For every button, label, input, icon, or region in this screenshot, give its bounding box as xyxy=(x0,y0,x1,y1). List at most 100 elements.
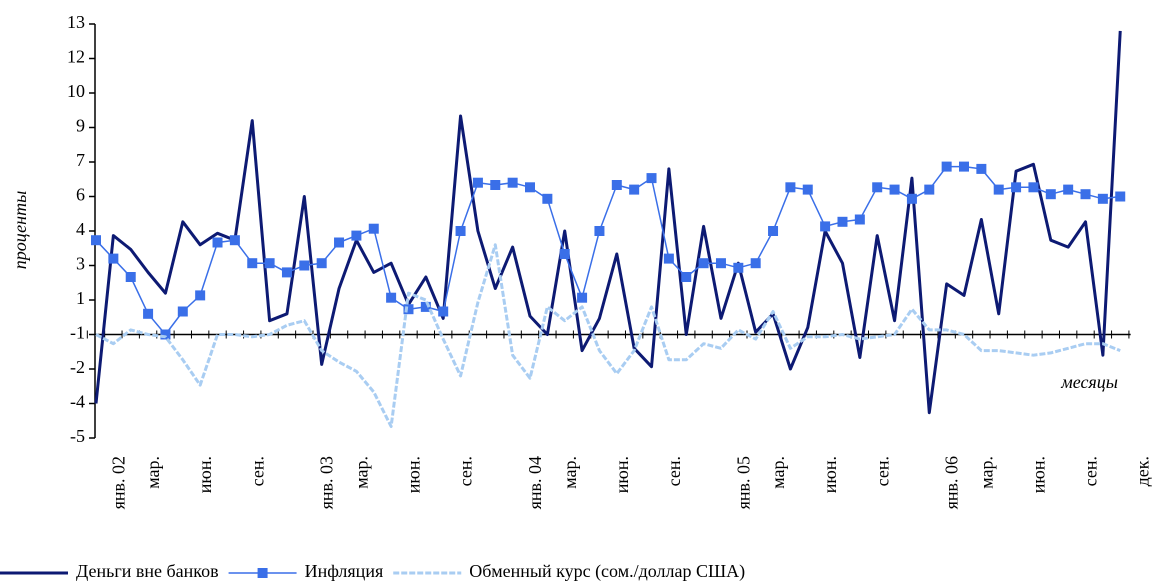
marker xyxy=(854,214,865,225)
marker xyxy=(1028,182,1039,193)
x-tick-label: июн. xyxy=(195,456,215,493)
marker xyxy=(1097,193,1108,204)
marker xyxy=(542,193,553,204)
marker xyxy=(629,184,640,195)
y-tick-label: 10 xyxy=(67,81,85,101)
y-tick-label: 1 xyxy=(76,288,85,308)
series-line xyxy=(95,165,1121,336)
x-tick-label: июн. xyxy=(820,456,840,493)
y-tick-label: 9 xyxy=(76,116,85,136)
marker xyxy=(316,258,327,269)
marker xyxy=(143,308,154,319)
marker xyxy=(889,184,900,195)
x-tick-label: сен. xyxy=(456,456,476,486)
marker xyxy=(472,177,483,188)
marker xyxy=(559,249,570,259)
x-tick-label: янв. 03 xyxy=(317,456,337,509)
marker xyxy=(386,292,397,303)
marker xyxy=(872,182,883,193)
marker xyxy=(229,235,240,246)
marker xyxy=(212,237,223,248)
marker xyxy=(351,230,362,241)
marker xyxy=(420,301,431,312)
series-line xyxy=(95,243,1121,428)
marker xyxy=(906,193,917,204)
marker xyxy=(941,161,952,172)
legend-label: Инфляция xyxy=(305,561,384,581)
marker xyxy=(403,304,414,315)
marker xyxy=(91,235,101,246)
marker xyxy=(525,182,535,193)
marker xyxy=(334,237,345,248)
marker xyxy=(281,267,292,278)
marker xyxy=(1063,184,1074,195)
series-line xyxy=(94,30,1122,415)
marker xyxy=(820,221,831,232)
marker xyxy=(1080,189,1091,200)
marker xyxy=(663,253,674,264)
x-axis-label: месяцы xyxy=(1060,372,1118,392)
marker xyxy=(1011,182,1022,193)
marker xyxy=(837,216,848,227)
x-tick-label: янв. 04 xyxy=(525,456,545,509)
y-tick-label: -1 xyxy=(70,323,85,343)
x-tick-label: июн. xyxy=(612,456,632,493)
marker xyxy=(959,161,969,172)
marker xyxy=(733,262,744,273)
x-tick-label: сен. xyxy=(1081,456,1101,486)
y-tick-label: 6 xyxy=(76,185,85,205)
marker xyxy=(1115,191,1126,202)
marker xyxy=(1045,189,1056,200)
marker xyxy=(611,180,622,190)
x-tick-label: янв. 06 xyxy=(942,456,962,509)
marker xyxy=(438,306,449,317)
legend-label: Деньги вне банков xyxy=(76,561,219,581)
x-tick-label: сен. xyxy=(872,456,892,486)
y-tick-label: -5 xyxy=(70,426,85,446)
x-tick-label: мар. xyxy=(768,456,788,489)
marker xyxy=(577,292,588,303)
x-tick-label: мар. xyxy=(976,456,996,489)
marker xyxy=(715,258,726,269)
legend-label: Обменный курс (сом./доллар США) xyxy=(469,561,745,582)
marker xyxy=(195,290,206,301)
y-axis-label: проценты xyxy=(10,191,30,270)
marker xyxy=(681,272,692,282)
x-tick-label: дек. xyxy=(1133,456,1153,486)
x-tick-label: мар. xyxy=(560,456,580,489)
marker xyxy=(698,258,709,269)
marker xyxy=(490,180,501,190)
y-tick-label: -4 xyxy=(70,392,85,412)
marker xyxy=(976,163,987,174)
x-tick-label: янв. 02 xyxy=(108,456,128,509)
marker xyxy=(750,258,761,269)
x-tick-label: июн. xyxy=(1029,456,1049,493)
x-tick-label: мар. xyxy=(351,456,371,489)
marker xyxy=(993,184,1004,195)
marker xyxy=(455,226,466,236)
legend-marker xyxy=(257,568,268,578)
marker xyxy=(802,184,813,195)
marker xyxy=(108,253,119,264)
marker xyxy=(507,177,518,188)
y-tick-label: 12 xyxy=(67,47,85,67)
marker xyxy=(299,260,310,271)
marker xyxy=(368,223,379,234)
marker xyxy=(125,272,136,282)
marker xyxy=(594,226,605,236)
y-tick-label: -2 xyxy=(70,357,85,377)
y-tick-label: 3 xyxy=(76,254,85,274)
marker xyxy=(785,182,796,193)
marker xyxy=(924,184,935,195)
marker xyxy=(264,258,275,269)
x-tick-label: сен. xyxy=(664,456,684,486)
x-tick-label: мар. xyxy=(143,456,163,489)
marker xyxy=(768,226,779,236)
x-tick-label: июн. xyxy=(404,456,424,493)
marker xyxy=(160,329,171,340)
marker xyxy=(646,173,657,184)
x-tick-label: сен. xyxy=(247,456,267,486)
x-tick-label: янв. 05 xyxy=(733,456,753,509)
y-tick-label: 4 xyxy=(76,219,85,239)
